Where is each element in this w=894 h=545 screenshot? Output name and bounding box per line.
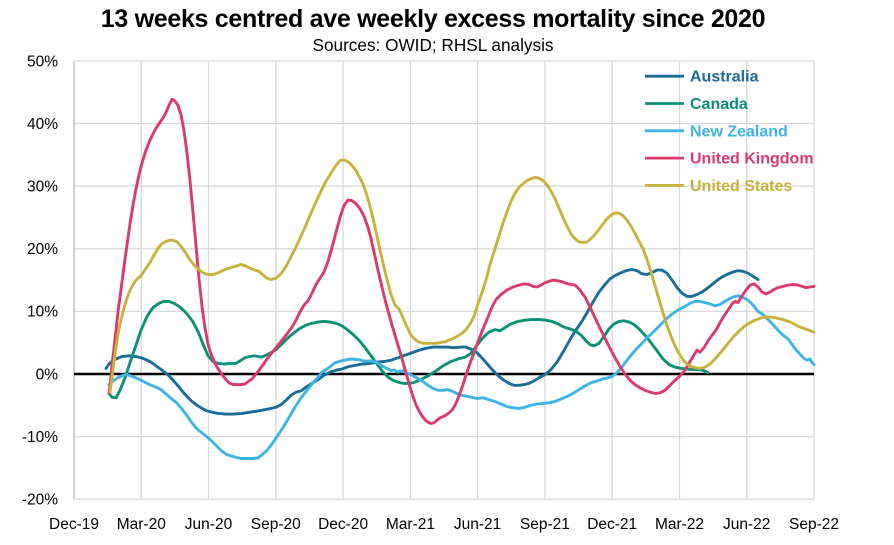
svg-text:40%: 40% [27,116,58,133]
svg-text:Dec-19: Dec-19 [49,516,99,533]
svg-text:Sep-20: Sep-20 [251,516,301,533]
svg-text:Sep-22: Sep-22 [789,516,839,533]
svg-text:United States: United States [690,178,792,195]
svg-text:20%: 20% [27,241,58,258]
svg-text:-20%: -20% [22,492,58,509]
svg-text:-10%: -10% [22,429,58,446]
svg-text:Australia: Australia [690,69,759,86]
svg-text:Jun-21: Jun-21 [454,516,501,533]
svg-text:Dec-21: Dec-21 [587,516,637,533]
svg-text:Mar-20: Mar-20 [117,516,166,533]
svg-text:Dec-20: Dec-20 [318,516,368,533]
svg-text:Jun-22: Jun-22 [723,516,770,533]
svg-text:Sep-21: Sep-21 [520,516,570,533]
svg-text:50%: 50% [27,53,58,70]
svg-text:Sources: OWID; RHSL analysis: Sources: OWID; RHSL analysis [312,35,553,55]
svg-text:10%: 10% [27,304,58,321]
svg-text:30%: 30% [27,179,58,196]
svg-text:Canada: Canada [690,96,748,113]
svg-text:13 weeks centred ave weekly ex: 13 weeks centred ave weekly excess morta… [101,5,766,33]
svg-text:0%: 0% [36,366,59,383]
svg-text:Mar-22: Mar-22 [655,516,704,533]
svg-text:Mar-21: Mar-21 [386,516,435,533]
svg-text:Jun-20: Jun-20 [185,516,233,533]
svg-text:New Zealand: New Zealand [690,123,788,140]
svg-text:United Kingdom: United Kingdom [690,151,814,168]
